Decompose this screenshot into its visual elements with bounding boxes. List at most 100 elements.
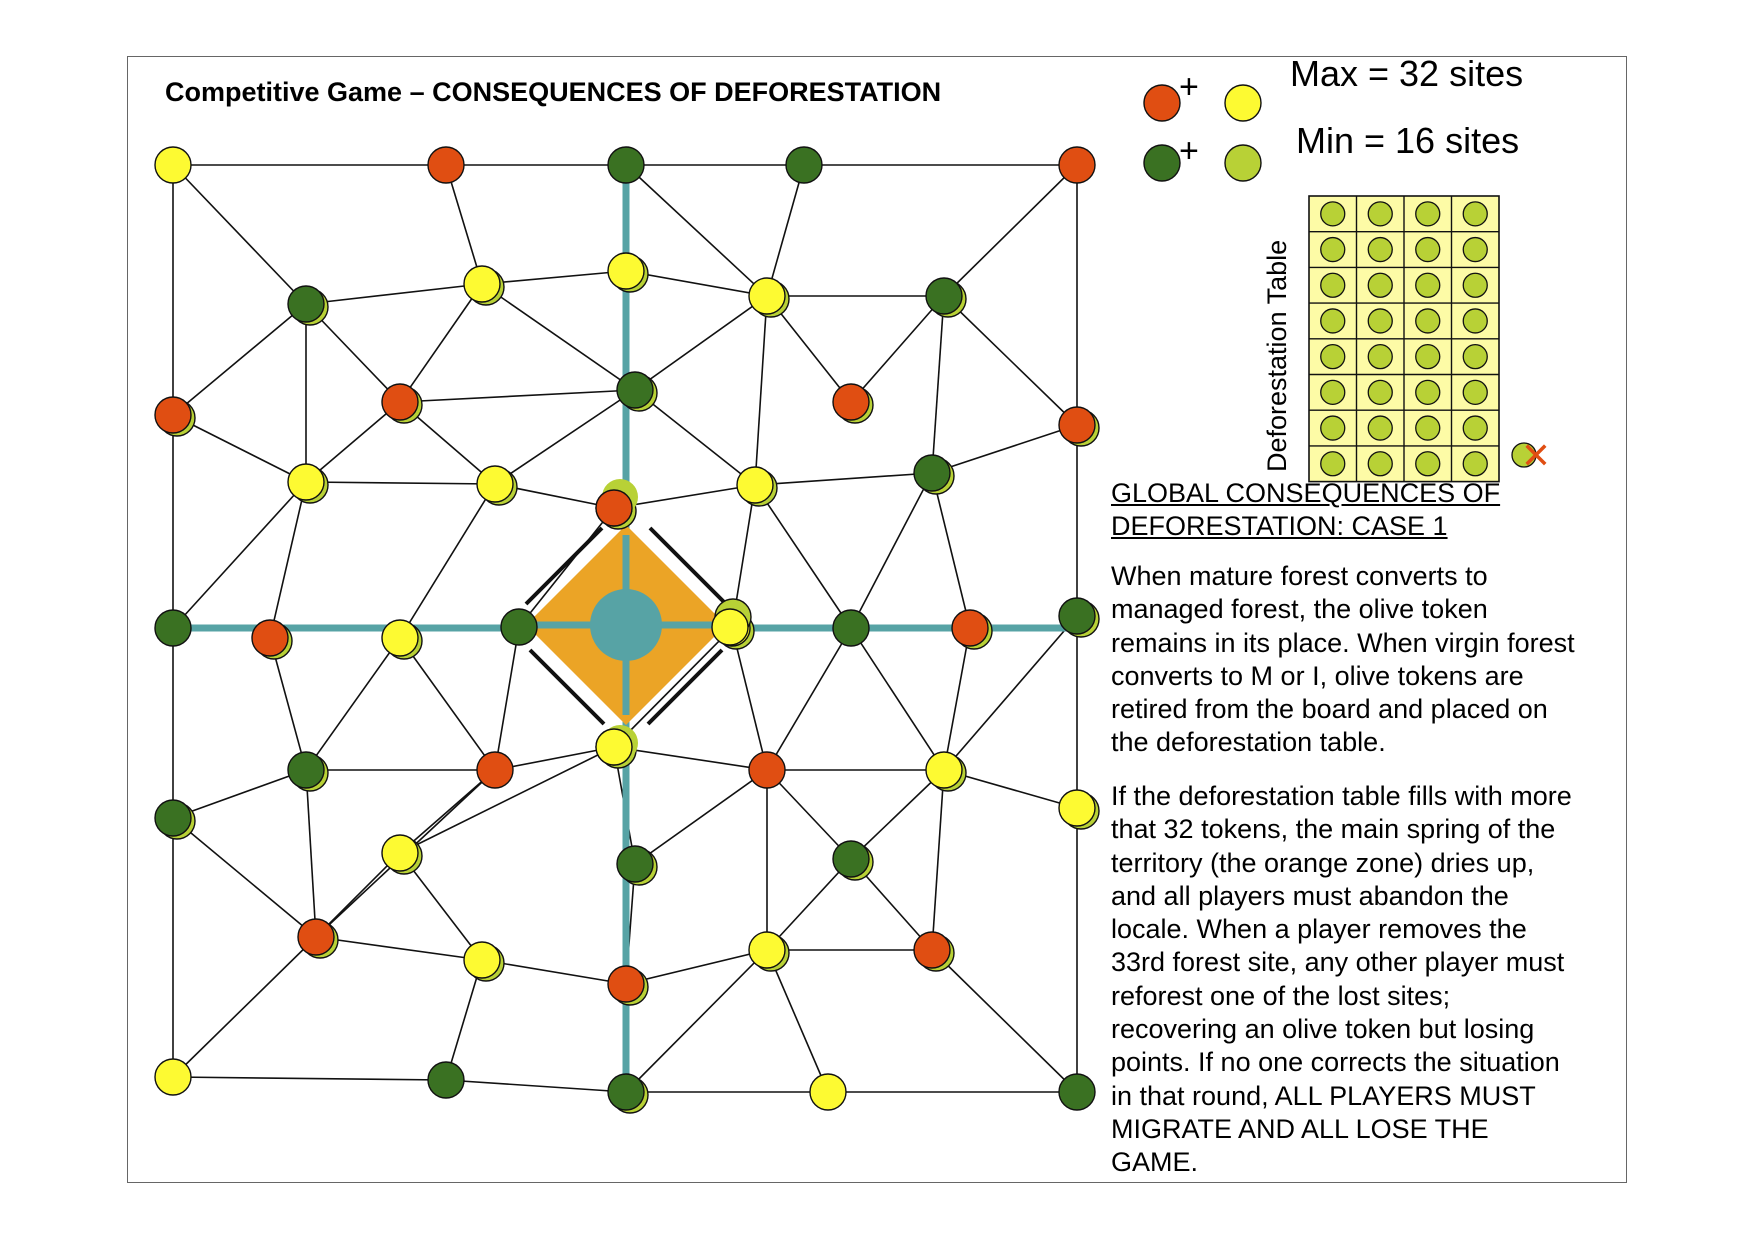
yellow-token <box>463 265 501 303</box>
board-edge <box>931 949 1078 1093</box>
board-edge <box>315 852 401 938</box>
board-edge <box>269 481 307 639</box>
board-edge <box>625 949 768 985</box>
rules-line: territory (the orange zone) dries up, <box>1111 847 1535 878</box>
board-edge <box>634 389 756 486</box>
dark-green-token <box>925 277 963 315</box>
dark-green-token <box>287 751 325 789</box>
board-edge <box>172 414 307 483</box>
board-edge <box>445 1079 627 1093</box>
board-edge <box>613 627 733 748</box>
board-edge <box>518 507 615 628</box>
table-olive-token <box>1462 236 1488 263</box>
rules-line: that 32 tokens, the main spring of the <box>1111 814 1556 845</box>
spring-border <box>646 648 724 726</box>
table-olive-token <box>1367 272 1393 298</box>
board-edge <box>494 746 615 771</box>
yellow-token <box>925 751 963 789</box>
dark-green-token <box>287 285 325 323</box>
board-edge <box>754 295 768 486</box>
spring-border <box>648 526 728 606</box>
table-olive-token <box>1415 379 1441 406</box>
min-sites-text: Min = 16 sites <box>1296 120 1520 161</box>
overflow-x-icon: ✕ <box>1521 436 1551 477</box>
dark-green-token <box>1058 1073 1096 1111</box>
table-olive-token <box>1462 201 1488 227</box>
board-edge <box>305 401 401 483</box>
dark-green-token <box>607 146 645 184</box>
rules-paragraph-2: If the deforestation table fills with mo… <box>1111 780 1631 1180</box>
board-edge <box>943 164 1078 297</box>
red-token <box>1058 146 1096 184</box>
rules-line: GAME. <box>1111 1147 1199 1178</box>
board-edge <box>315 936 483 961</box>
board-edge <box>634 295 768 391</box>
board-edge <box>172 817 317 938</box>
board-edge <box>445 959 483 1081</box>
dark-green-token <box>154 609 192 647</box>
yellow-token <box>1058 789 1096 827</box>
red-token <box>297 918 335 956</box>
table-olive-token <box>1320 379 1346 406</box>
table-olive-token <box>1415 451 1441 477</box>
table-olive-token <box>1462 343 1488 370</box>
board-edge <box>850 627 945 771</box>
board-edge <box>172 769 307 819</box>
table-olive-token <box>1462 451 1488 477</box>
deforestation-table-label: Deforestation Table <box>1262 239 1292 472</box>
board-edge <box>305 481 496 485</box>
table-olive-token <box>1320 415 1346 441</box>
red-token <box>476 751 514 789</box>
table-olive-token <box>1415 343 1441 370</box>
table-olive-token <box>1320 308 1346 334</box>
rules-line: reforest one of the lost sites; <box>1111 980 1451 1011</box>
table-olive-token <box>1415 415 1441 441</box>
red-token <box>951 609 989 647</box>
board-edge <box>481 270 627 285</box>
rules-line: When mature forest converts to <box>1111 561 1488 591</box>
red-token <box>427 146 465 184</box>
board-edge <box>850 295 945 403</box>
dark-green-token <box>832 609 870 647</box>
table-olive-token <box>1367 236 1393 263</box>
board-edge <box>931 472 971 629</box>
board-edge <box>172 481 307 629</box>
rules-heading-line: DEFORESTATION: CASE 1 <box>1111 511 1448 541</box>
board-edge <box>399 483 496 639</box>
rules-line: points. If no one corrects the situation <box>1111 1047 1560 1078</box>
board-edge <box>172 936 317 1078</box>
table-olive-token <box>1415 236 1441 263</box>
dark-green-token <box>154 799 192 837</box>
dark-green-token <box>500 608 538 646</box>
rules-line: and all players must abandon the <box>1111 880 1509 911</box>
table-olive-token <box>1462 379 1488 406</box>
rules-line: in that round, ALL PLAYERS MUST <box>1111 1080 1536 1111</box>
board-edge <box>943 627 971 771</box>
table-olive-token <box>1320 343 1346 370</box>
board-edge <box>399 283 483 403</box>
board-edge <box>625 270 768 297</box>
table-olive-token <box>1320 451 1346 477</box>
yellow-token <box>748 931 786 969</box>
red-token <box>251 619 289 657</box>
rules-paragraph-1: When mature forest converts to managed f… <box>1111 560 1631 760</box>
dark-green-legend-token <box>1143 144 1181 182</box>
red-token <box>832 383 870 421</box>
table-olive-token <box>1367 343 1393 370</box>
dark-green-token <box>1058 597 1096 635</box>
yellow-token <box>711 608 749 646</box>
board-edge <box>766 949 829 1093</box>
rules-line: remains in its place. When virgin forest <box>1111 627 1575 658</box>
table-olive-token <box>1320 272 1346 298</box>
game-frame <box>127 56 1627 1183</box>
yellow-token <box>381 834 419 872</box>
red-token <box>154 396 192 434</box>
table-olive-token <box>1367 451 1393 477</box>
board-edge <box>445 164 483 285</box>
yellow-legend-token <box>1224 84 1262 122</box>
red-token <box>381 383 419 421</box>
board-edge <box>931 769 945 951</box>
yellow-token <box>809 1073 847 1111</box>
red-token <box>1058 406 1096 444</box>
